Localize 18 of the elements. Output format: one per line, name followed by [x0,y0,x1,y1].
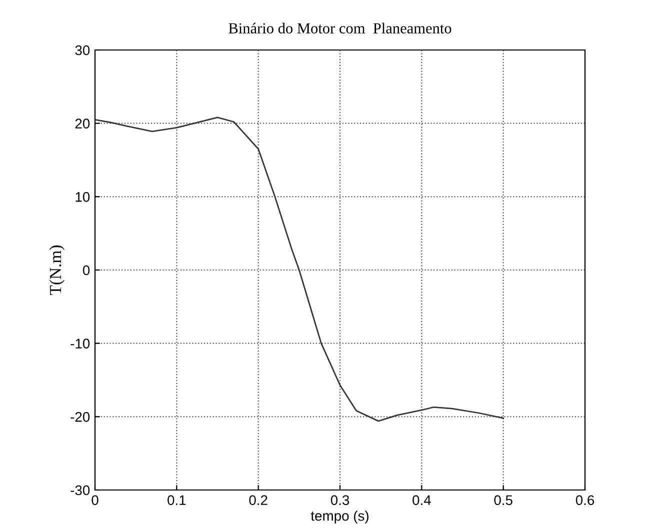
x-tick-label: 0.2 [249,495,268,506]
y-tick-label: 10 [76,192,90,202]
y-tick-label: 30 [75,45,90,56]
x-tick-label: 0.3 [330,495,350,506]
y-tick-label: 20 [75,118,90,129]
y-tick-label: -10 [70,338,90,349]
chart-title: Binário do Motor com Planeamento [228,22,452,34]
x-tick-label: 0.4 [412,495,431,506]
line-series [95,116,504,422]
y-tick-label: -20 [70,412,90,422]
x-tick-label: 0.5 [494,495,512,506]
x-tick-label: 0.6 [576,495,594,506]
x-tick-label: 0 [92,495,98,506]
y-axis-title: T(N.m) [49,246,65,295]
x-tick-label: 0.1 [168,495,186,506]
x-axis-title: tempo (s) [310,510,368,524]
y-tick-label: 0 [82,265,90,276]
y-tick-label: -30 [70,485,90,496]
